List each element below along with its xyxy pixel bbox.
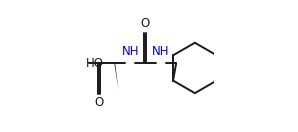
Text: HO: HO: [86, 57, 104, 70]
Text: NH: NH: [152, 45, 169, 58]
Text: O: O: [95, 96, 104, 109]
Polygon shape: [114, 63, 119, 91]
Text: O: O: [140, 17, 150, 30]
Text: NH: NH: [122, 45, 139, 58]
